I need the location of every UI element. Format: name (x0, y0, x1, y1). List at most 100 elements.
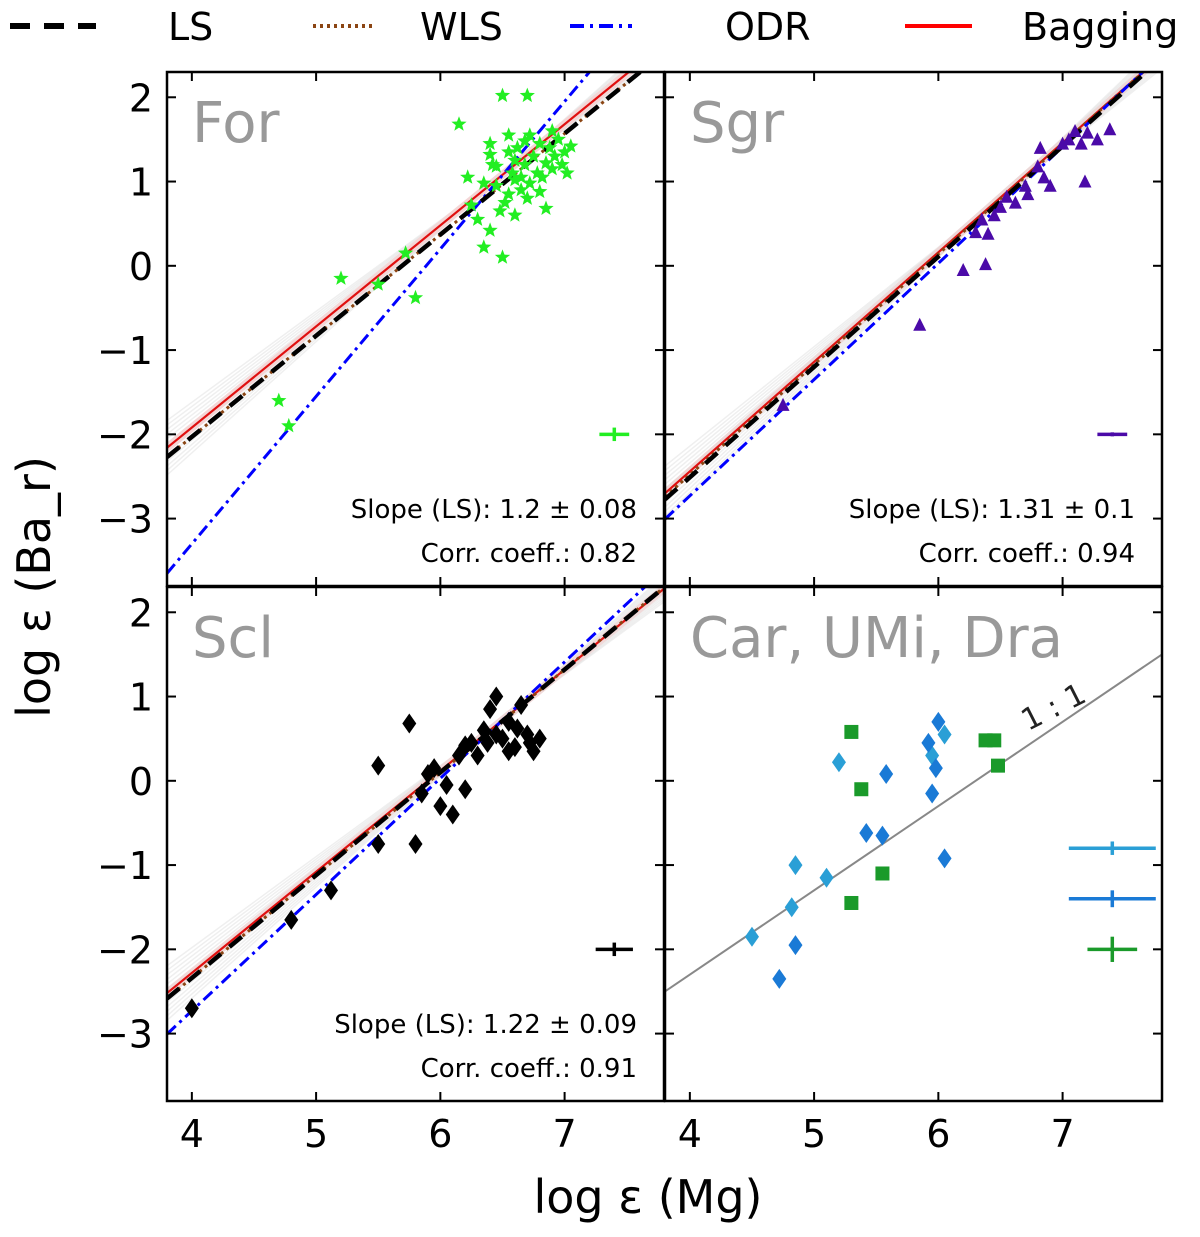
data-point (281, 417, 297, 433)
bagging-fit-line (167, 72, 631, 449)
data-point (489, 724, 504, 745)
legend-wls-label: WLS (420, 5, 503, 49)
y-tick-label: 2 (129, 76, 153, 120)
data-point (333, 270, 349, 285)
data-point (979, 257, 993, 271)
data-point-umi (928, 758, 943, 779)
y-tick-label: −3 (97, 498, 153, 542)
data-point-car (784, 897, 799, 918)
data-point (1068, 123, 1082, 137)
data-point (542, 139, 558, 155)
data-point (1103, 122, 1117, 136)
data-point (1074, 136, 1088, 150)
data-point (981, 226, 995, 240)
data-point (532, 183, 548, 199)
panel-frame (663, 585, 1164, 1103)
data-point (969, 225, 983, 239)
data-point (1037, 170, 1051, 184)
data-point-car (788, 855, 803, 876)
data-point (1031, 159, 1045, 173)
data-point-dra (854, 782, 869, 797)
data-point (482, 135, 498, 151)
legend-ls-label: LS (168, 5, 213, 49)
data-point (554, 156, 570, 172)
x-tick-label: 4 (180, 1112, 204, 1156)
data-point (534, 169, 550, 184)
data-point (547, 148, 563, 163)
data-point (559, 165, 575, 180)
data-point (522, 732, 537, 753)
y-tick-label: −2 (97, 413, 153, 457)
legend-bagging-label: Bagging (1022, 5, 1178, 49)
x-tick-label: 5 (304, 1112, 328, 1156)
data-point (494, 87, 511, 103)
data-point (433, 796, 448, 817)
x-tick-label: 5 (802, 1112, 826, 1156)
data-point (519, 87, 535, 103)
data-point (501, 741, 516, 762)
data-point (476, 175, 492, 190)
x-tick-label: 7 (1051, 1112, 1075, 1156)
data-point (504, 165, 520, 180)
slope-annotation: Slope (LS): 1.2 ± 0.08 (351, 495, 637, 525)
x-tick-label: 6 (428, 1112, 452, 1156)
data-point (458, 779, 473, 800)
bootstrap-line (167, 72, 619, 476)
data-point (507, 152, 523, 167)
data-point (451, 116, 467, 131)
data-point (525, 148, 542, 163)
data-point (550, 131, 566, 146)
data-point (513, 182, 529, 197)
x-tick-label: 7 (553, 1112, 577, 1156)
data-point (563, 138, 579, 153)
data-point (913, 317, 927, 331)
corr-annotation: Corr. coeff.: 0.82 (421, 539, 637, 569)
wls-fit-line (167, 72, 643, 459)
data-point (1018, 178, 1032, 192)
data-point (371, 755, 386, 776)
legend: LS WLS ODR Bagging (10, 5, 1178, 49)
data-point-umi (875, 825, 890, 846)
data-point (1078, 174, 1092, 188)
bootstrap-line (167, 72, 645, 422)
data-point (488, 177, 504, 193)
y-tick-label: 1 (129, 161, 153, 205)
y-tick-label: −2 (97, 928, 153, 972)
y-axis-label: log ε (Ba_r) (7, 456, 61, 718)
data-point (532, 135, 548, 151)
corr-annotation: Corr. coeff.: 0.94 (919, 539, 1135, 569)
data-point (507, 207, 523, 222)
data-point-umi (859, 823, 874, 844)
data-point (975, 212, 989, 226)
data-point (402, 713, 417, 734)
data-point (324, 880, 339, 901)
data-point (492, 203, 508, 218)
data-point (1090, 132, 1104, 146)
data-point-dra (844, 724, 859, 739)
data-point (476, 239, 492, 254)
y-tick-label: −1 (97, 844, 153, 888)
data-point (956, 263, 970, 277)
data-point (522, 175, 538, 190)
data-point-car (819, 867, 834, 888)
bootstrap-line (167, 72, 642, 426)
panel-title: Car, UMi, Dra (690, 606, 1063, 671)
data-point (497, 194, 513, 210)
data-point (439, 775, 454, 796)
data-point-umi (937, 848, 952, 869)
y-tick-label: 0 (129, 245, 153, 289)
data-point-umi (925, 783, 940, 804)
data-point (488, 158, 504, 173)
data-point (501, 144, 517, 159)
y-tick-label: −1 (97, 329, 153, 373)
bagging-fit-line (167, 587, 664, 994)
data-point-umi (772, 968, 787, 989)
data-point (370, 276, 386, 291)
data-point (557, 144, 573, 159)
data-point (1080, 125, 1094, 139)
data-point (517, 156, 533, 172)
data-point (184, 998, 199, 1019)
data-point (371, 834, 386, 854)
data-point (470, 211, 486, 226)
